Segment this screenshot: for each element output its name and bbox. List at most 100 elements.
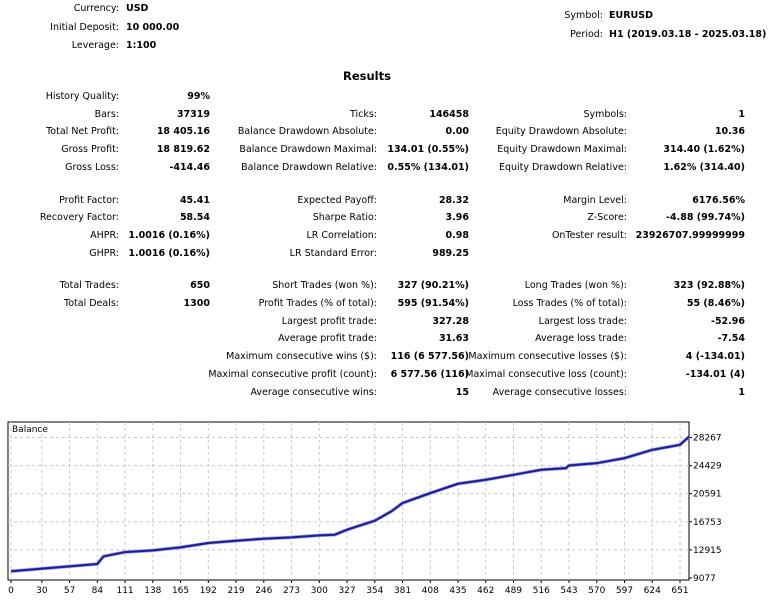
result-label: Equity Drawdown Relative: bbox=[498, 161, 627, 173]
result-value: 6 577.56 (116) bbox=[390, 368, 469, 380]
result-value: 18 819.62 bbox=[156, 144, 210, 156]
result-value: 116 (6 577.56) bbox=[390, 351, 469, 363]
setting-label: Leverage: bbox=[71, 40, 119, 51]
x-tick-label: 516 bbox=[533, 586, 550, 596]
setting-value: 1:100 bbox=[126, 40, 157, 51]
result-label: Sharpe Ratio: bbox=[312, 212, 377, 224]
result-value: 28.32 bbox=[438, 194, 469, 206]
result-value: 146458 bbox=[429, 108, 469, 120]
setting-value: 10 000.00 bbox=[126, 21, 180, 33]
result-value: 1300 bbox=[183, 298, 210, 309]
result-label: LR Correlation: bbox=[306, 229, 378, 241]
result-label: OnTester result: bbox=[551, 229, 627, 241]
balance-chart: 0 30 57 84 111 138 165 192 219 246 273 300 327 354 381… bbox=[7, 421, 722, 596]
result-value: 989.25 bbox=[432, 247, 469, 259]
result-value: 23926707.99999999 bbox=[635, 229, 745, 241]
setting-value: USD bbox=[126, 3, 149, 14]
result-value: 327 (90.21%) bbox=[397, 280, 469, 292]
result-label: Long Trades (won %): bbox=[524, 280, 627, 292]
result-label: Equity Drawdown Absolute: bbox=[495, 126, 627, 138]
result-label: Z-Score: bbox=[587, 212, 627, 224]
setting-label: Period: bbox=[570, 28, 603, 40]
result-label: Maximal consecutive profit (count): bbox=[208, 368, 377, 380]
result-label: Gross Profit: bbox=[61, 144, 119, 156]
balance-line bbox=[10, 435, 690, 573]
x-tick-label: 192 bbox=[200, 586, 217, 596]
result-label: Expected Payoff: bbox=[297, 194, 377, 206]
x-tick-label: 354 bbox=[366, 586, 383, 596]
x-tick-label: 219 bbox=[227, 586, 244, 596]
result-value: 323 (92.88%) bbox=[673, 280, 745, 292]
x-tick-label: 597 bbox=[616, 586, 633, 596]
result-label: Profit Trades (% of total): bbox=[258, 298, 377, 309]
result-value: 327.28 bbox=[432, 315, 469, 327]
result-label: Profit Factor: bbox=[59, 194, 119, 206]
result-value: 99% bbox=[187, 91, 210, 102]
result-label: History Quality: bbox=[45, 91, 119, 102]
result-label: Largest profit trade: bbox=[281, 315, 377, 327]
result-value: -4.88 (99.74%) bbox=[666, 212, 745, 224]
x-tick-label: 30 bbox=[36, 586, 48, 596]
x-tick-label: 84 bbox=[92, 586, 104, 596]
y-tick-label: 24429 bbox=[693, 462, 722, 472]
result-label: Average consecutive wins: bbox=[250, 386, 377, 398]
result-value: 1.0016 (0.16%) bbox=[128, 247, 210, 259]
y-tick-label: 20591 bbox=[693, 490, 722, 500]
result-label: Recovery Factor: bbox=[39, 212, 119, 224]
result-value: 18 405.16 bbox=[156, 126, 210, 138]
chart-title: Balance bbox=[12, 425, 48, 435]
result-label: Gross Loss: bbox=[65, 161, 119, 173]
result-value: 0.98 bbox=[445, 229, 469, 241]
result-label: Loss Trades (% of total): bbox=[512, 298, 627, 309]
result-label: Maximum consecutive wins ($): bbox=[226, 351, 377, 363]
x-tick-label: 57 bbox=[64, 586, 75, 596]
result-value: 10.36 bbox=[714, 126, 745, 138]
x-tick-label: 462 bbox=[477, 586, 494, 596]
x-tick-label: 138 bbox=[144, 586, 161, 596]
result-label: Short Trades (won %): bbox=[272, 280, 377, 292]
result-label: LR Standard Error: bbox=[289, 247, 377, 259]
result-value: 31.63 bbox=[438, 333, 469, 345]
result-value: -52.96 bbox=[711, 315, 745, 327]
result-label: Balance Drawdown Absolute: bbox=[237, 126, 377, 138]
result-value: 1.0016 (0.16%) bbox=[128, 229, 210, 241]
result-label: AHPR: bbox=[90, 229, 119, 241]
result-value: 1.62% (314.40) bbox=[663, 161, 745, 173]
result-label: Balance Drawdown Relative: bbox=[241, 161, 377, 173]
result-label: Balance Drawdown Maximal: bbox=[239, 144, 377, 156]
result-value: 595 (91.54%) bbox=[397, 298, 469, 309]
x-tick-label: 111 bbox=[116, 586, 133, 596]
x-tick-label: 165 bbox=[172, 586, 189, 596]
results-title: Results bbox=[343, 69, 391, 83]
y-tick-label: 9077 bbox=[693, 574, 716, 584]
result-label: Margin Level: bbox=[563, 194, 627, 206]
setting-value: H1 (2019.03.18 - 2025.03.18) bbox=[609, 28, 767, 40]
x-tick-label: 408 bbox=[422, 586, 439, 596]
result-value: 650 bbox=[190, 280, 210, 292]
result-value: 45.41 bbox=[179, 194, 210, 206]
result-value: 1 bbox=[738, 108, 745, 120]
x-tick-label: 435 bbox=[449, 586, 466, 596]
x-tick-label: 381 bbox=[394, 586, 411, 596]
result-label: Average loss trade: bbox=[535, 333, 627, 345]
setting-value: EURUSD bbox=[609, 10, 653, 21]
result-label: Ticks: bbox=[349, 108, 377, 120]
x-tick-label: 246 bbox=[255, 586, 272, 596]
result-label: Bars: bbox=[94, 108, 119, 120]
result-value: 4 (-134.01) bbox=[685, 351, 745, 363]
result-label: Symbols: bbox=[583, 108, 627, 120]
result-value: 0.55% (134.01) bbox=[387, 161, 469, 173]
x-tick-label: 543 bbox=[560, 586, 577, 596]
setting-label: Symbol: bbox=[564, 10, 603, 21]
x-tick-label: 273 bbox=[283, 586, 300, 596]
result-label: GHPR: bbox=[89, 247, 119, 259]
y-tick-label: 12915 bbox=[693, 546, 722, 556]
result-label: Total Trades: bbox=[59, 280, 119, 292]
result-value: 15 bbox=[455, 386, 469, 398]
result-value: -414.46 bbox=[169, 161, 210, 173]
result-value: 314.40 (1.62%) bbox=[663, 144, 745, 156]
x-tick-label: 651 bbox=[671, 586, 688, 596]
result-value: 134.01 (0.55%) bbox=[387, 144, 469, 156]
result-value: 6176.56% bbox=[692, 194, 745, 206]
result-label: Average profit trade: bbox=[278, 333, 377, 345]
